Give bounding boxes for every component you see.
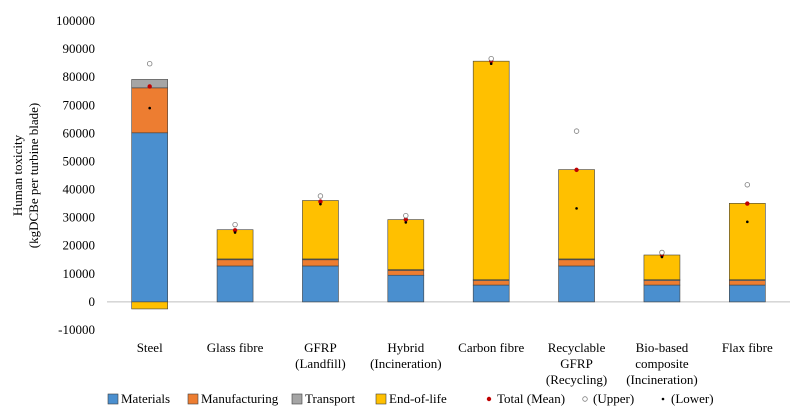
category-labels: Steel Glass fibre GFRP(Landfill)Hybrid(Inc… (137, 340, 773, 387)
category-label: GFRP (560, 356, 593, 371)
marker-total-mean (318, 199, 323, 204)
y-axis-title: Human toxicity (10, 134, 25, 216)
marker-lower (489, 62, 493, 65)
bar-segment-manufacturing (387, 270, 425, 276)
bar-segment-end-of-life (472, 60, 510, 281)
category-label: Recyclable (548, 340, 606, 355)
bar-segment-manufacturing (131, 87, 168, 134)
marker-upper (744, 182, 751, 188)
marker-upper (232, 221, 238, 228)
marker-lower (746, 220, 749, 224)
bar-segment-end-of-life (216, 229, 254, 260)
legend-label: (Lower) (671, 391, 714, 406)
category-label: Steel (137, 340, 163, 355)
y-tick-label: 90000 (63, 41, 96, 56)
marker-upper (488, 55, 494, 62)
y-tick-label: 30000 (63, 210, 96, 225)
y-axis-title: (kgDCBe per turbine blade) (26, 103, 41, 248)
marker-lower (660, 255, 664, 259)
markers-layer (146, 55, 751, 259)
category-label: Bio-based (636, 340, 689, 355)
marker-total-mean (403, 217, 409, 222)
category-label: Carbon fibre (458, 340, 524, 355)
legend-label: Total (Mean) (497, 391, 565, 406)
legend-label: (Upper) (593, 391, 634, 406)
legend-swatch (582, 396, 588, 402)
category-label: (Incineration) (626, 372, 697, 387)
legend-label: End-of-life (389, 391, 447, 406)
marker-upper (403, 212, 409, 219)
marker-upper (573, 128, 580, 134)
legend-swatch (291, 393, 303, 405)
bar-segment-manufacturing (643, 280, 681, 286)
y-tick-label: -10000 (58, 322, 95, 337)
bar-segment-materials (131, 132, 168, 303)
bar-segment-manufacturing (302, 259, 339, 267)
category-label: Hybrid (387, 340, 424, 355)
category-label: GFRP (304, 340, 337, 355)
marker-upper (146, 60, 153, 67)
legend: Materials Manufacturing Transport End-of-li… (107, 391, 714, 406)
category-label: Glass fibre (207, 340, 264, 355)
bar-segment-materials (302, 265, 339, 303)
marker-lower (575, 207, 578, 210)
marker-upper (659, 249, 665, 256)
y-tick-label: 20000 (63, 238, 96, 253)
bar-segment-end-of-life (131, 301, 168, 310)
legend-label: Materials (121, 391, 170, 406)
marker-total-mean (745, 201, 750, 206)
bar-segment-manufacturing (472, 280, 510, 286)
marker-total-mean (232, 228, 238, 233)
legend-swatch (661, 397, 665, 401)
y-tick-label: 80000 (63, 69, 96, 84)
bar-segment-manufacturing (558, 259, 595, 267)
category-label: (Landfill) (295, 356, 346, 371)
marker-total-mean (147, 84, 152, 89)
y-tick-label: 60000 (63, 125, 96, 140)
bars-layer (131, 60, 766, 310)
category-label: (Recycling) (546, 372, 607, 387)
marker-lower (233, 231, 237, 234)
bar-segment-end-of-life (729, 203, 766, 281)
bar-segment-materials (472, 284, 510, 303)
legend-label: Manufacturing (201, 391, 279, 406)
marker-lower (148, 106, 151, 110)
bar-segment-end-of-life (643, 254, 681, 281)
category-label: (Incineration) (370, 356, 441, 371)
legend-swatch (107, 393, 119, 405)
y-tick-label: 40000 (63, 182, 96, 197)
y-tick-label: 10000 (63, 266, 96, 281)
bar-segment-end-of-life (302, 200, 339, 260)
bar-segment-manufacturing (729, 280, 766, 286)
category-label: Flax fibre (722, 340, 773, 355)
bar-segment-materials (387, 274, 425, 303)
legend-swatch (486, 396, 492, 402)
marker-lower (404, 221, 408, 224)
bar-segment-materials (558, 265, 595, 303)
marker-lower (319, 202, 322, 206)
legend-swatch (187, 393, 199, 405)
bar-segment-end-of-life (558, 169, 595, 260)
y-tick-label: 100000 (56, 13, 95, 28)
y-tick-label: 0 (89, 294, 96, 309)
y-tick-label: 70000 (63, 97, 96, 112)
marker-total-mean (574, 167, 579, 173)
legend-label: Transport (305, 391, 355, 406)
category-label: composite (635, 356, 689, 371)
bar-segment-materials (216, 265, 254, 303)
bar-segment-end-of-life (387, 219, 425, 270)
bar-segment-materials (643, 284, 681, 303)
y-tick-label: 50000 (63, 153, 96, 168)
bar-segment-materials (729, 284, 766, 303)
legend-swatch (375, 393, 387, 405)
marker-upper (317, 193, 324, 199)
bar-segment-manufacturing (216, 259, 254, 267)
